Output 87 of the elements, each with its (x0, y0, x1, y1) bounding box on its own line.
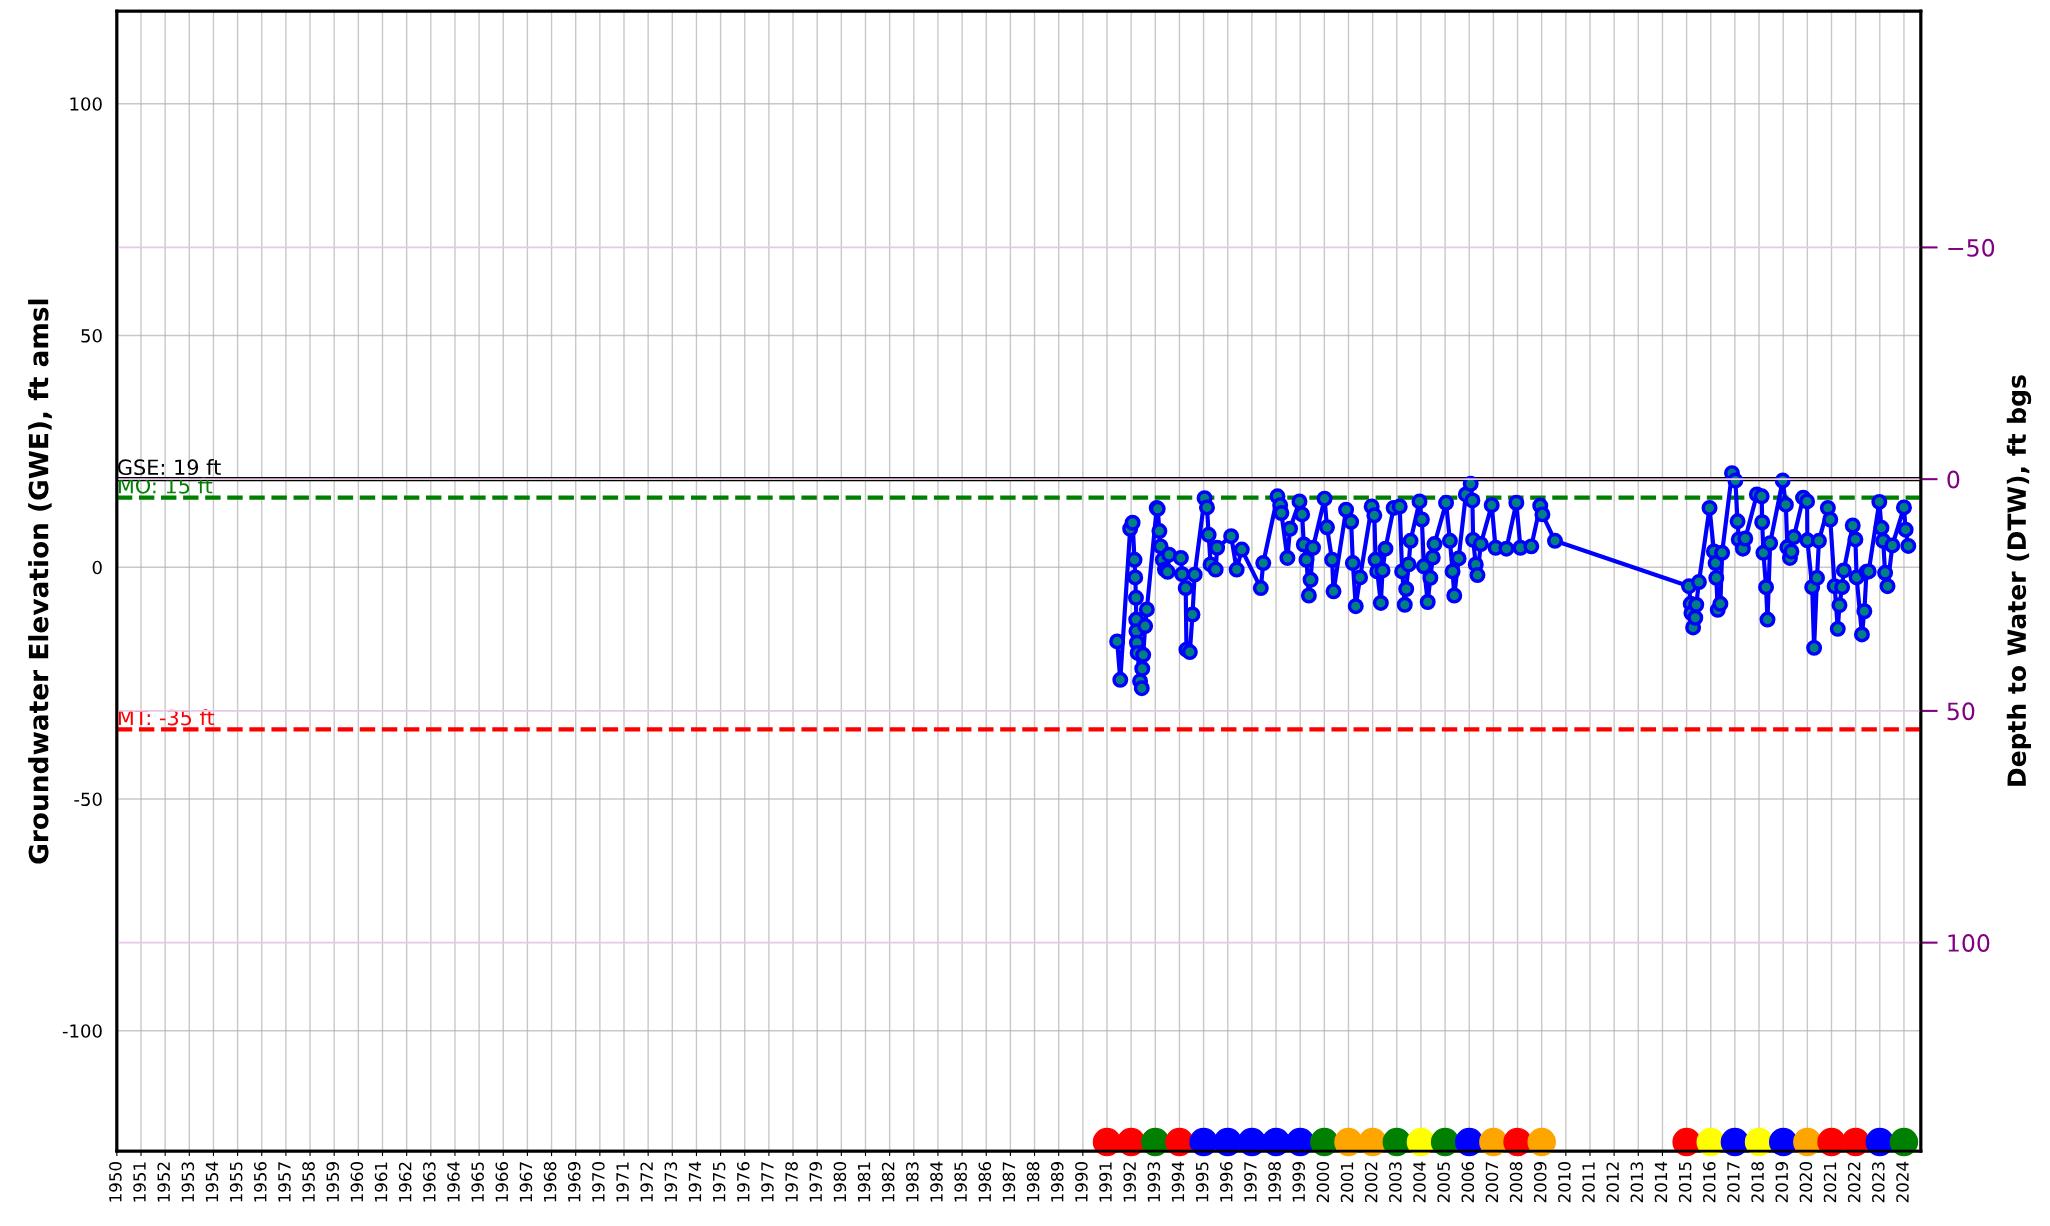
x-tick-label: 1976 (736, 1161, 750, 1202)
x-tick-label: 1951 (133, 1162, 146, 1202)
x-tick-label: 2009 (1533, 1162, 1547, 1203)
x-tick-label: 2008 (1509, 1162, 1523, 1203)
y2-tick-label: 50 (1947, 702, 1975, 721)
x-tick-label: 1978 (785, 1162, 798, 1202)
x-tick-label: 1965 (471, 1162, 484, 1202)
x-tick-label: 1982 (881, 1162, 895, 1202)
x-tick-label: 1998 (1268, 1162, 1281, 1202)
x-tick-label: 1975 (712, 1162, 726, 1202)
x-tick-label: 1972 (640, 1162, 653, 1202)
y-tick-label: 100 (70, 97, 102, 111)
x-tick-label: 2010 (1558, 1162, 1571, 1203)
x-tick-label: 1959 (326, 1162, 340, 1202)
x-tick-label: 1964 (447, 1161, 460, 1202)
x-tick-label: 1995 (1195, 1162, 1209, 1202)
x-tick-label: 1960 (350, 1162, 364, 1202)
ref-line-label: GSE: 19 ft (118, 458, 221, 476)
x-tick-label: 1984 (930, 1161, 943, 1202)
x-tick-label: 2016 (1702, 1161, 1716, 1203)
x-tick-label: 1990 (1075, 1162, 1088, 1202)
x-tick-label: 2018 (1751, 1162, 1764, 1203)
x-tick-label: 1950 (109, 1162, 122, 1202)
x-tick-label: 1957 (278, 1162, 291, 1202)
x-tick-label: 1994 (1171, 1161, 1185, 1202)
x-tick-label: 1962 (398, 1162, 412, 1202)
x-tick-label: 2022 (1847, 1162, 1861, 1203)
x-tick-label: 1986 (978, 1161, 992, 1202)
x-tick-label: 1988 (1026, 1162, 1040, 1202)
x-tick-label: 2021 (1823, 1162, 1837, 1203)
x-tick-label: 2006 (1461, 1161, 1475, 1203)
y2-axis-title: Depth to Water (DTW), ft bgs (2006, 375, 2032, 786)
x-tick-label: 1954 (205, 1161, 219, 1202)
y-tick-label: 50 (81, 328, 102, 343)
x-tick-label: 1969 (567, 1162, 581, 1202)
x-tick-label: 1999 (1292, 1162, 1306, 1202)
y-tick-label: 0 (92, 560, 102, 575)
x-tick-label: 2019 (1775, 1162, 1789, 1203)
x-tick-label: 2000 (1316, 1162, 1330, 1203)
x-tick-label: 1996 (1219, 1161, 1233, 1202)
y-tick-label: -100 (62, 1024, 102, 1038)
x-tick-label: 1974 (688, 1161, 702, 1202)
x-tick-label: 1992 (1123, 1162, 1136, 1202)
x-tick-label: 1955 (229, 1162, 243, 1202)
x-tick-label: 2001 (1340, 1162, 1354, 1203)
x-tick-label: 2003 (1389, 1162, 1402, 1203)
y2-tick-label: 100 (1948, 934, 1990, 952)
x-tick-label: 1985 (954, 1162, 967, 1202)
x-tick-label: 1983 (906, 1162, 919, 1202)
x-tick-label: 2023 (1872, 1162, 1885, 1203)
x-tick-label: 1961 (374, 1162, 388, 1202)
x-tick-label: 1968 (543, 1162, 557, 1202)
x-tick-label: 1966 (495, 1161, 509, 1202)
x-tick-label: 1958 (302, 1162, 315, 1202)
x-tick-label: 2017 (1727, 1162, 1740, 1203)
x-tick-label: 2012 (1606, 1162, 1619, 1203)
x-tick-label: 2005 (1437, 1162, 1450, 1203)
x-tick-label: 1967 (519, 1162, 533, 1202)
x-tick-label: 1952 (157, 1162, 170, 1202)
x-tick-label: 2014 (1654, 1161, 1668, 1203)
y2-tick-label: 0 (1947, 470, 1960, 489)
x-tick-label: 2024 (1896, 1161, 1909, 1203)
x-tick-label: 2020 (1799, 1162, 1813, 1203)
x-tick-label: 1979 (809, 1162, 823, 1202)
y-tick-label: -50 (74, 792, 102, 807)
x-tick-label: 2002 (1364, 1162, 1378, 1203)
x-tick-label: 1980 (833, 1162, 847, 1202)
x-tick-label: 2015 (1678, 1162, 1692, 1203)
x-tick-label: 1971 (616, 1162, 629, 1202)
y2-tick-label: −50 (1948, 238, 1995, 257)
x-tick-label: 2004 (1413, 1161, 1426, 1203)
x-tick-label: 1981 (857, 1162, 871, 1202)
x-tick-label: 1993 (1147, 1162, 1161, 1202)
x-tick-label: 2011 (1582, 1162, 1595, 1203)
x-tick-label: 1977 (761, 1162, 774, 1202)
x-tick-label: 1953 (181, 1162, 195, 1202)
x-tick-label: 1956 (253, 1161, 267, 1202)
x-tick-label: 2013 (1630, 1162, 1644, 1203)
x-tick-label: 1987 (1002, 1162, 1016, 1202)
x-tick-label: 1989 (1050, 1162, 1064, 1202)
x-tick-label: 1991 (1099, 1162, 1112, 1202)
x-tick-label: 1973 (664, 1162, 678, 1202)
y-axis-title: Groundwater Elevation (GWE), ft amsl (28, 299, 52, 864)
x-tick-label: 2007 (1485, 1162, 1499, 1203)
x-tick-label: 1970 (592, 1162, 605, 1202)
x-tick-label: 1997 (1244, 1162, 1257, 1202)
x-tick-label: 1963 (423, 1162, 436, 1202)
